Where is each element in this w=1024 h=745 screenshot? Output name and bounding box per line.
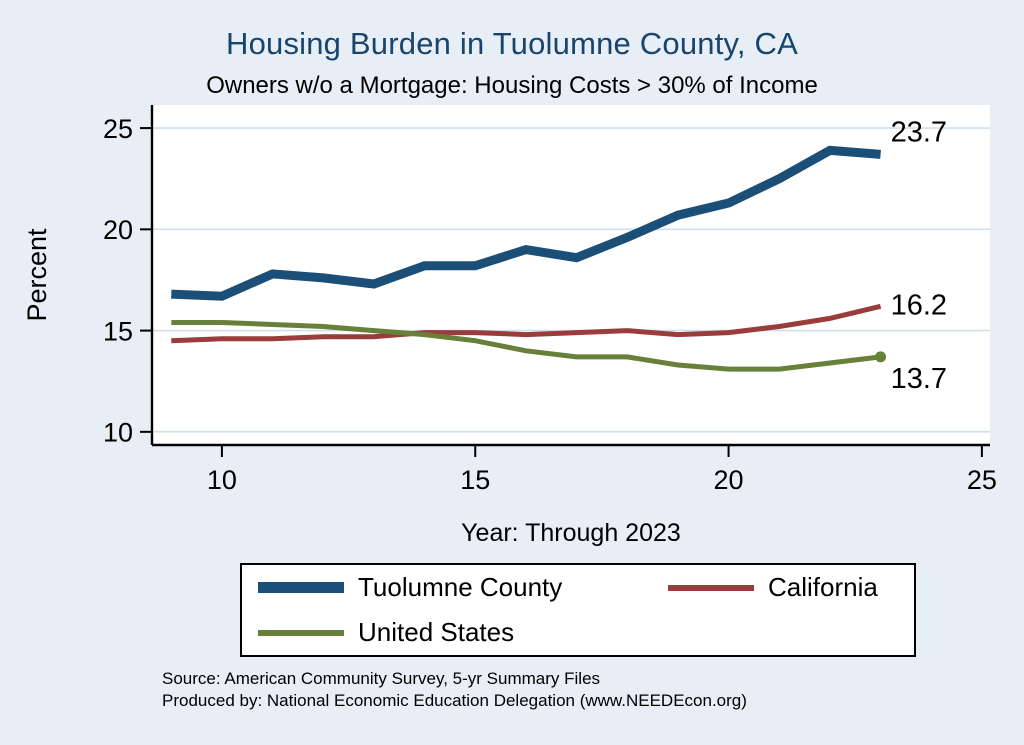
legend-label-tuolumne-county: Tuolumne County bbox=[358, 572, 563, 602]
end-value-label-united-states: 13.7 bbox=[891, 363, 947, 395]
y-axis-title: Percent bbox=[22, 228, 52, 322]
source-note: Source: American Community Survey, 5-yr … bbox=[162, 669, 601, 688]
legend-label-california: California bbox=[768, 572, 878, 602]
series-end-marker-united-states bbox=[875, 351, 887, 363]
x-tick-label-10: 10 bbox=[207, 465, 237, 495]
produced-by-note: Produced by: National Economic Education… bbox=[162, 691, 747, 710]
series-line-california bbox=[171, 303, 882, 344]
legend: Tuolumne County California United States bbox=[240, 563, 916, 657]
end-value-label-tuolumne-county: 23.7 bbox=[891, 116, 947, 148]
legend-item-california: California bbox=[652, 572, 914, 603]
y-tick-label-25: 25 bbox=[103, 114, 133, 144]
end-value-label-california: 16.2 bbox=[891, 289, 947, 321]
legend-item-united-states: United States bbox=[242, 617, 652, 648]
chart-title: Housing Burden in Tuolumne County, CA bbox=[225, 26, 799, 61]
generated-chart-layer: 10 15 20 25 10 15 20 25 23.7 16.2 13.7 bbox=[103, 105, 997, 495]
legend-label-united-states: United States bbox=[358, 617, 515, 647]
legend-swatch-united-states bbox=[258, 629, 344, 636]
chart-notes: Source: American Community Survey, 5-yr … bbox=[162, 668, 1002, 712]
y-tick-label-20: 20 bbox=[103, 215, 133, 245]
x-axis-title: Year: Through 2023 bbox=[461, 519, 681, 547]
x-tick-label-20: 20 bbox=[714, 465, 744, 495]
y-tick-label-10: 10 bbox=[103, 418, 133, 448]
series-line-united-states bbox=[171, 320, 881, 372]
plot-area: 10 15 20 25 10 15 20 25 23.7 16.2 13.7 Percent Yea… bbox=[22, 105, 997, 547]
y-tick-label-15: 15 bbox=[103, 316, 133, 346]
chart-subtitle: Owners w/o a Mortgage: Housing Costs > 3… bbox=[206, 72, 818, 99]
x-tick-label-25: 25 bbox=[967, 465, 997, 495]
series-line-tuolumne-county bbox=[171, 145, 881, 301]
legend-swatch-tuolumne-county bbox=[258, 582, 344, 593]
x-tick-label-15: 15 bbox=[460, 465, 490, 495]
legend-item-tuolumne-county: Tuolumne County bbox=[242, 572, 652, 603]
legend-swatch-california bbox=[668, 584, 754, 591]
